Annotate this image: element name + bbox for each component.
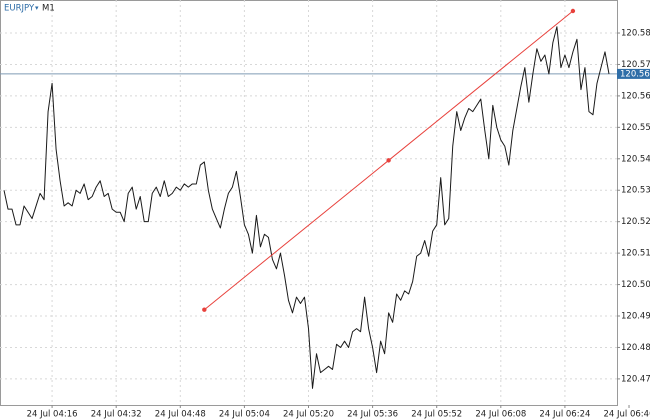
- x-tick-label: 24 Jul 06:08: [475, 410, 526, 420]
- y-tick-label: 120.470: [621, 374, 650, 384]
- current-price-tag: [617, 68, 650, 79]
- y-tick-label: 120.540: [621, 154, 650, 164]
- y-tick-label: 120.580: [621, 29, 650, 39]
- symbol[interactable]: EURJPY: [4, 4, 35, 14]
- price-line: [3, 26, 610, 389]
- x-tick-label: 24 Jul 05:20: [283, 410, 334, 420]
- y-tick-label: 120.500: [621, 280, 650, 290]
- trendline-handle: [570, 8, 576, 14]
- dropdown-arrow[interactable]: ▾: [35, 4, 39, 12]
- y-tick-label: 120.550: [621, 123, 650, 133]
- y-tick-label: 120.490: [621, 312, 650, 322]
- x-tick-label: 24 Jul 05:04: [219, 410, 270, 420]
- x-tick-label: 24 Jul 04:16: [27, 410, 78, 420]
- y-tick-label: 120.560: [621, 91, 650, 101]
- x-tick-label: 24 Jul 04:48: [155, 410, 206, 420]
- chart-header[interactable]: EURJPY ▾ M1: [4, 4, 55, 14]
- x-tick-label: 24 Jul 05:52: [411, 410, 462, 420]
- current-price-label: 120.567: [620, 69, 650, 79]
- x-tick-label: 24 Jul 06:40: [604, 410, 650, 420]
- trendline-handle: [202, 307, 207, 312]
- y-tick-label: 120.570: [621, 60, 650, 70]
- y-tick-label: 120.530: [621, 186, 650, 196]
- x-tick-label: 24 Jul 06:24: [539, 410, 590, 420]
- x-tick-label: 24 Jul 05:36: [347, 410, 398, 420]
- trendline-handle: [386, 158, 391, 163]
- y-tick-label: 120.520: [621, 217, 650, 227]
- y-tick-label: 120.510: [621, 249, 650, 259]
- y-tick-label: 120.480: [621, 343, 650, 353]
- timeframe[interactable]: M1: [42, 4, 55, 14]
- x-tick-label: 24 Jul 04:32: [91, 410, 142, 420]
